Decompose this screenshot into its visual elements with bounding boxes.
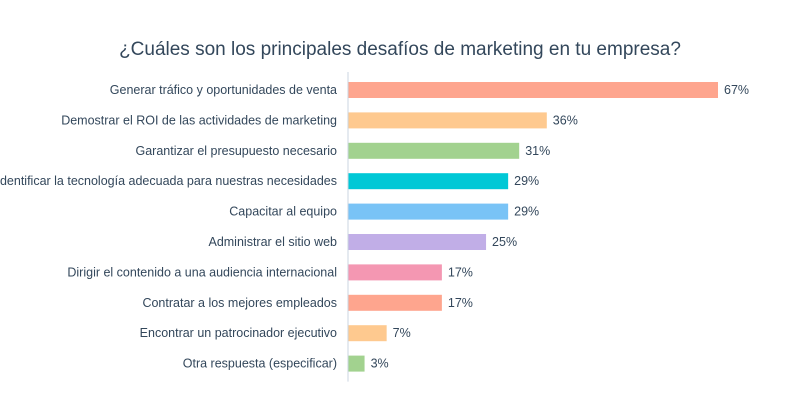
bar	[348, 173, 509, 190]
category-label: Garantizar el presupuesto necesario	[135, 144, 337, 158]
bar	[348, 82, 718, 98]
value-label: 17%	[448, 265, 473, 279]
value-label: 7%	[393, 326, 411, 340]
value-label: 29%	[514, 174, 539, 188]
bar	[348, 203, 509, 220]
chart-title: ¿Cuáles son los principales desafíos de …	[119, 39, 681, 60]
bar	[348, 355, 365, 372]
category-label: Administrar el sitio web	[208, 235, 337, 249]
category-label: Encontrar un patrocinador ejecutivo	[140, 326, 337, 340]
bar	[348, 234, 487, 250]
category-label: Generar tráfico y oportunidades de venta	[110, 83, 337, 97]
value-label: 36%	[553, 113, 578, 127]
category-label: Identificar la tecnología adecuada para …	[0, 174, 337, 188]
bar	[348, 142, 520, 159]
category-label: Dirigir el contenido a una audiencia int…	[67, 265, 337, 279]
value-label: 67%	[724, 83, 749, 97]
value-label: 17%	[448, 296, 473, 310]
value-label: 31%	[525, 144, 550, 158]
bar	[348, 264, 442, 281]
value-label: 29%	[514, 205, 539, 219]
value-label: 3%	[371, 357, 389, 371]
bar	[348, 112, 547, 129]
bar	[348, 294, 442, 311]
category-label: Contratar a los mejores empleados	[142, 296, 337, 310]
category-label: Capacitar al equipo	[229, 205, 337, 219]
category-label: Otra respuesta (especificar)	[183, 357, 337, 371]
value-label: 25%	[492, 235, 517, 249]
category-label: Demostrar el ROI de las actividades de m…	[61, 113, 337, 127]
bars-group: Generar tráfico y oportunidades de venta…	[0, 82, 749, 372]
bar	[348, 325, 387, 342]
